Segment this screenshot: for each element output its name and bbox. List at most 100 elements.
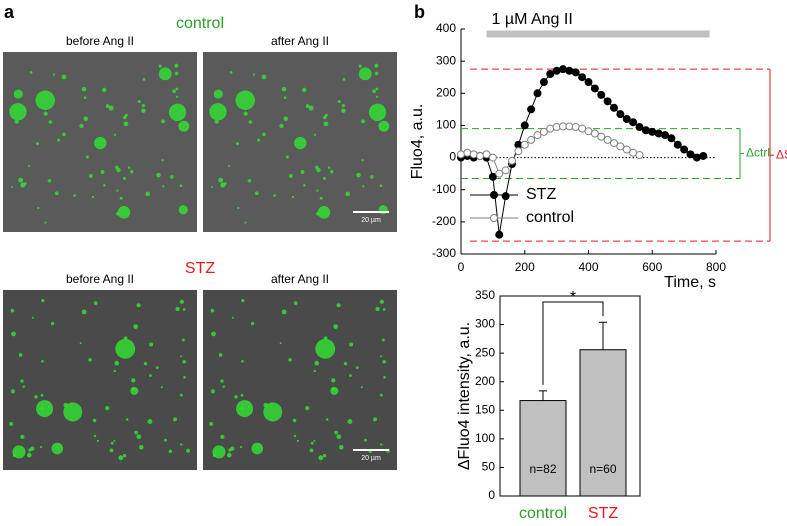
cell <box>361 119 366 124</box>
cell <box>254 191 259 196</box>
cell <box>180 443 183 446</box>
cell <box>347 419 353 424</box>
cell <box>12 454 16 457</box>
cell <box>14 119 19 124</box>
cell <box>323 336 328 341</box>
cell <box>130 386 139 395</box>
cell <box>182 360 186 364</box>
point <box>648 127 657 136</box>
point <box>546 124 555 133</box>
cell <box>379 393 383 397</box>
cell <box>382 308 386 311</box>
y-tick-label: 50 <box>482 460 496 474</box>
cell <box>20 379 24 383</box>
cell <box>31 316 35 319</box>
cell <box>303 184 306 187</box>
x-tick-label: 400 <box>578 260 598 274</box>
y-tick-label: 0 <box>488 488 495 502</box>
cell <box>288 173 293 178</box>
cell <box>235 90 255 111</box>
point <box>584 78 593 87</box>
cell <box>300 170 305 174</box>
cell <box>343 362 348 366</box>
cell <box>240 393 244 397</box>
cell <box>231 316 235 319</box>
cell <box>170 174 174 179</box>
cell <box>223 109 226 112</box>
cell <box>164 438 168 442</box>
cell <box>36 142 40 146</box>
cell <box>243 111 248 116</box>
cell <box>309 448 314 453</box>
cell <box>349 374 352 377</box>
cell <box>240 406 245 410</box>
y-axis-label: Fluo4, a.u. <box>409 104 426 180</box>
image-label: before Ang II <box>66 34 134 48</box>
cell <box>288 358 292 362</box>
cell <box>375 306 380 312</box>
cell <box>322 453 327 458</box>
cell <box>183 376 186 379</box>
cell <box>230 446 235 451</box>
cell <box>23 182 27 186</box>
point <box>667 134 676 143</box>
cell <box>10 389 15 394</box>
cell <box>308 105 314 111</box>
cell <box>83 116 89 122</box>
cell <box>283 96 287 99</box>
cell <box>85 155 89 159</box>
cell <box>142 78 146 81</box>
cell <box>175 306 180 312</box>
cell <box>43 111 48 116</box>
legend-marker <box>490 191 498 199</box>
cell <box>79 123 84 129</box>
image-label: after Ang II <box>271 272 329 286</box>
cell <box>210 185 213 188</box>
point <box>482 150 491 159</box>
cell <box>116 189 119 192</box>
cell <box>257 138 261 142</box>
cell <box>11 331 16 337</box>
cell <box>9 421 14 426</box>
cell <box>168 103 187 122</box>
cell <box>296 439 299 442</box>
point <box>610 103 618 112</box>
cell <box>158 64 162 68</box>
cell <box>79 342 82 345</box>
cell <box>222 385 225 388</box>
cell <box>92 418 97 423</box>
cell <box>161 119 166 124</box>
cell <box>102 87 107 93</box>
point <box>686 150 695 159</box>
cell <box>374 71 379 76</box>
cell <box>373 417 377 422</box>
point <box>610 139 618 148</box>
point <box>616 110 625 119</box>
cell <box>294 136 307 150</box>
cell <box>293 434 297 438</box>
point <box>699 151 708 160</box>
cell <box>62 132 66 137</box>
cell <box>149 342 154 347</box>
point <box>469 150 478 159</box>
y-tick-label: 300 <box>475 317 495 331</box>
cell <box>228 164 231 167</box>
cell <box>44 221 47 224</box>
micrograph <box>203 290 397 470</box>
cell <box>131 378 136 383</box>
cell <box>317 206 331 219</box>
point <box>673 140 682 149</box>
cell <box>9 103 27 121</box>
cell <box>374 63 379 68</box>
cell <box>94 136 107 150</box>
cell <box>241 360 244 363</box>
significance-bracket <box>542 301 604 385</box>
cell <box>331 378 336 383</box>
point <box>559 65 567 74</box>
cell <box>236 400 254 418</box>
legend-marker <box>490 214 498 222</box>
cell <box>261 74 267 80</box>
point <box>597 132 606 141</box>
cell <box>22 385 25 388</box>
cell <box>279 342 282 345</box>
